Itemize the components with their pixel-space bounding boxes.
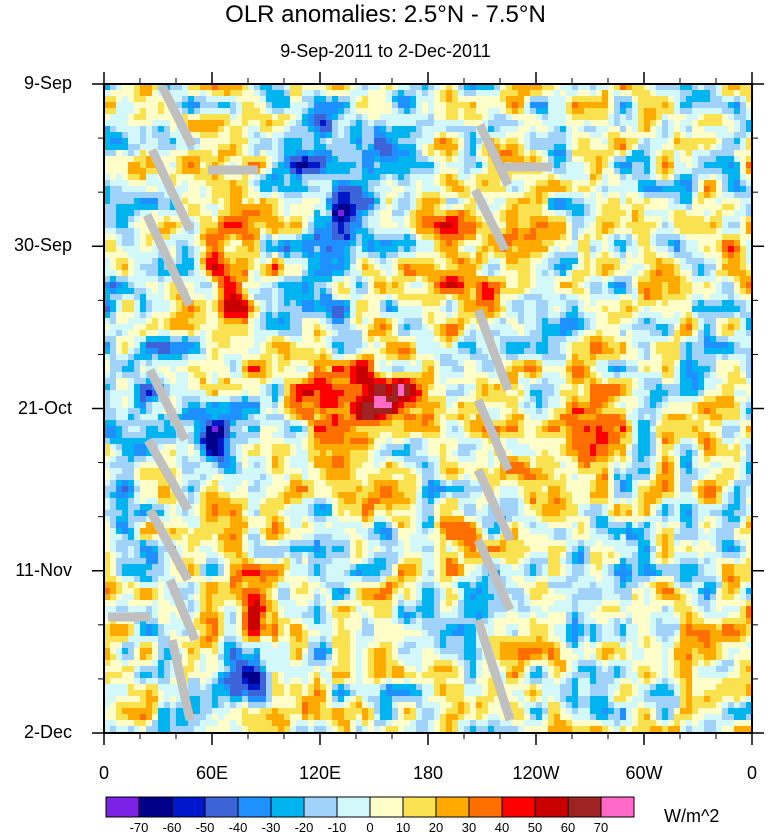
y-tick-label: 2-Dec [0,722,72,743]
y-tick-label: 21-Oct [0,398,72,419]
colorbar-label: 70 [581,820,621,835]
colorbar-swatch [205,797,238,817]
x-tick-label: 60W [604,763,684,784]
x-tick-label: 120E [280,763,360,784]
colorbar-swatch [502,797,535,817]
colorbar-swatch [337,797,370,817]
y-tick-label: 30-Sep [0,235,72,256]
x-tick-label: 60E [172,763,252,784]
colorbar [106,797,634,817]
x-tick-label: 0 [64,763,144,784]
colorbar-swatch [601,797,634,817]
colorbar-swatch [106,797,139,817]
colorbar-swatch [304,797,337,817]
colorbar-swatch [139,797,172,817]
colorbar-swatch [403,797,436,817]
heatmap-field [104,84,753,739]
colorbar-swatch [370,797,403,817]
y-tick-label: 11-Nov [0,560,72,581]
colorbar-swatch [469,797,502,817]
colorbar-swatch [535,797,568,817]
colorbar-swatch [238,797,271,817]
x-tick-label: 180 [388,763,468,784]
x-tick-label: 0 [712,763,771,784]
colorbar-swatch [436,797,469,817]
colorbar-swatch [271,797,304,817]
colorbar-swatch [172,797,205,817]
x-tick-label: 120W [496,763,576,784]
colorbar-units: W/m^2 [664,806,719,827]
y-tick-label: 9-Sep [0,73,72,94]
colorbar-swatch [568,797,601,817]
